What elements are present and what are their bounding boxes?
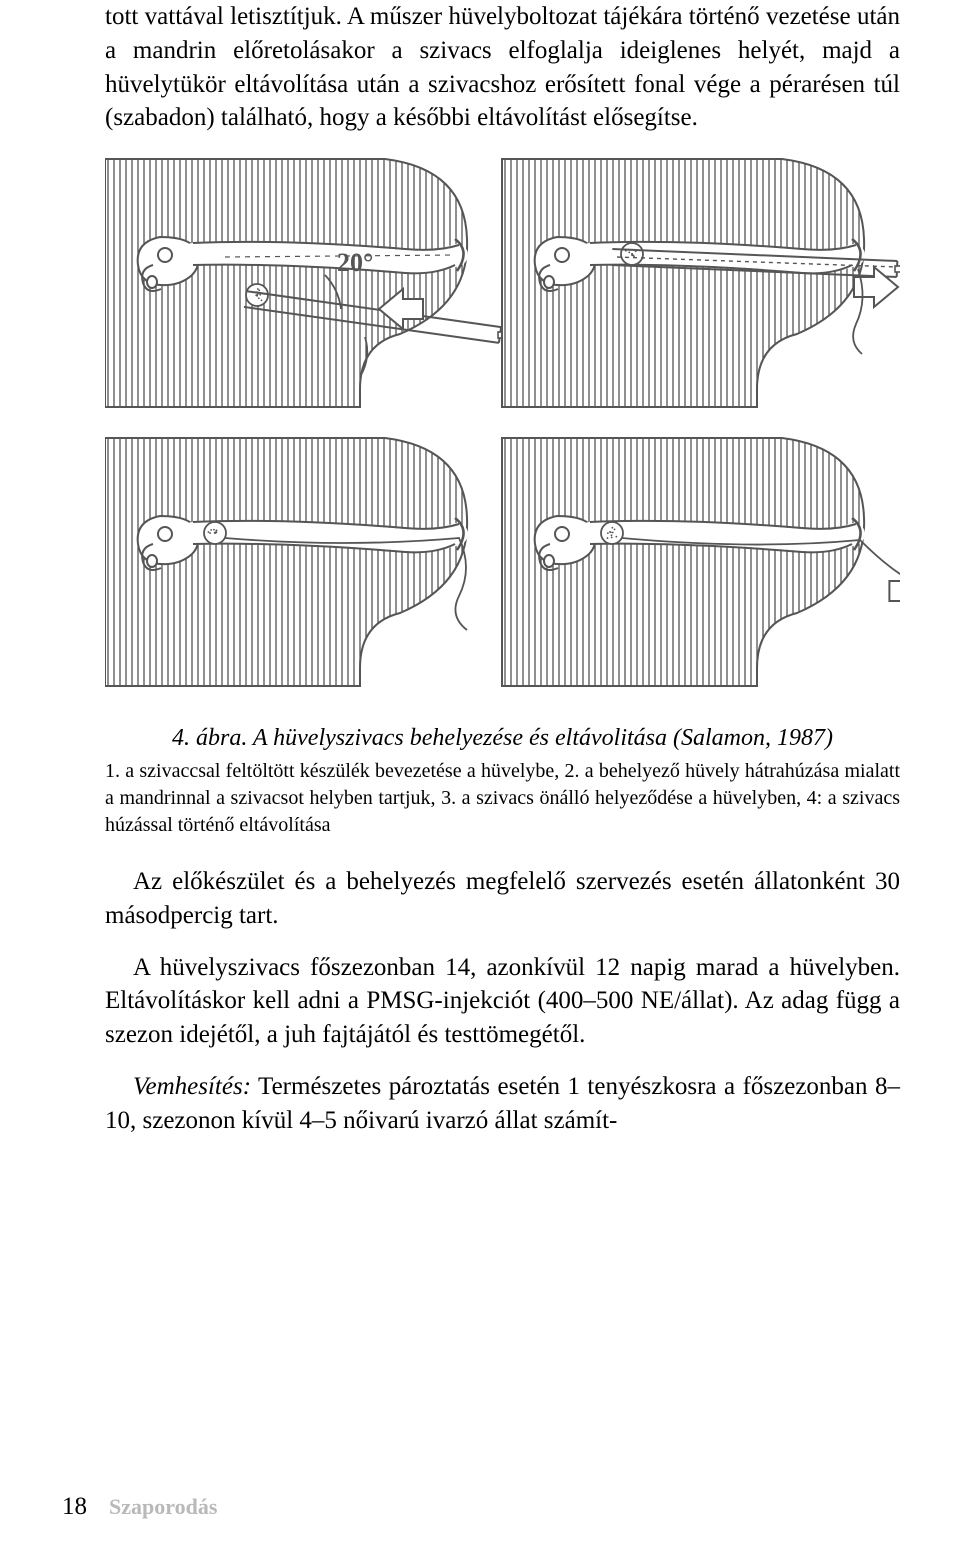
figure-4-caption-prefix: 4. ábra.	[172, 725, 247, 751]
footer-section-label: Szaporodás	[109, 1494, 217, 1520]
paragraph-4: Vemhesítés: Természetes pároztatás eseté…	[105, 1070, 900, 1138]
svg-text:20°: 20°	[337, 248, 373, 277]
figure-4-caption-text: A hüvelyszivacs behelyezése és eltávolit…	[253, 725, 833, 751]
page-footer: 18 Szaporodás	[62, 1493, 217, 1521]
page-number: 18	[62, 1493, 87, 1521]
paragraph-4-prefix: Vemhesítés:	[133, 1073, 251, 1100]
figure-4: 120°234	[105, 153, 900, 713]
figure-4-legend: 1. a szivaccsal feltöltött készülék beve…	[105, 758, 900, 839]
paragraph-2: Az előkészület és a behelyezés megfelelő…	[105, 865, 900, 933]
paragraph-1: tott vattával letisztítjuk. A műszer hüv…	[105, 0, 900, 135]
figure-4-diagram: 120°234	[105, 153, 900, 713]
paragraph-3: A hüvelyszivacs főszezonban 14, azonkívü…	[105, 951, 900, 1052]
figure-4-caption: 4. ábra. A hüvelyszivacs behelyezése és …	[105, 725, 900, 752]
